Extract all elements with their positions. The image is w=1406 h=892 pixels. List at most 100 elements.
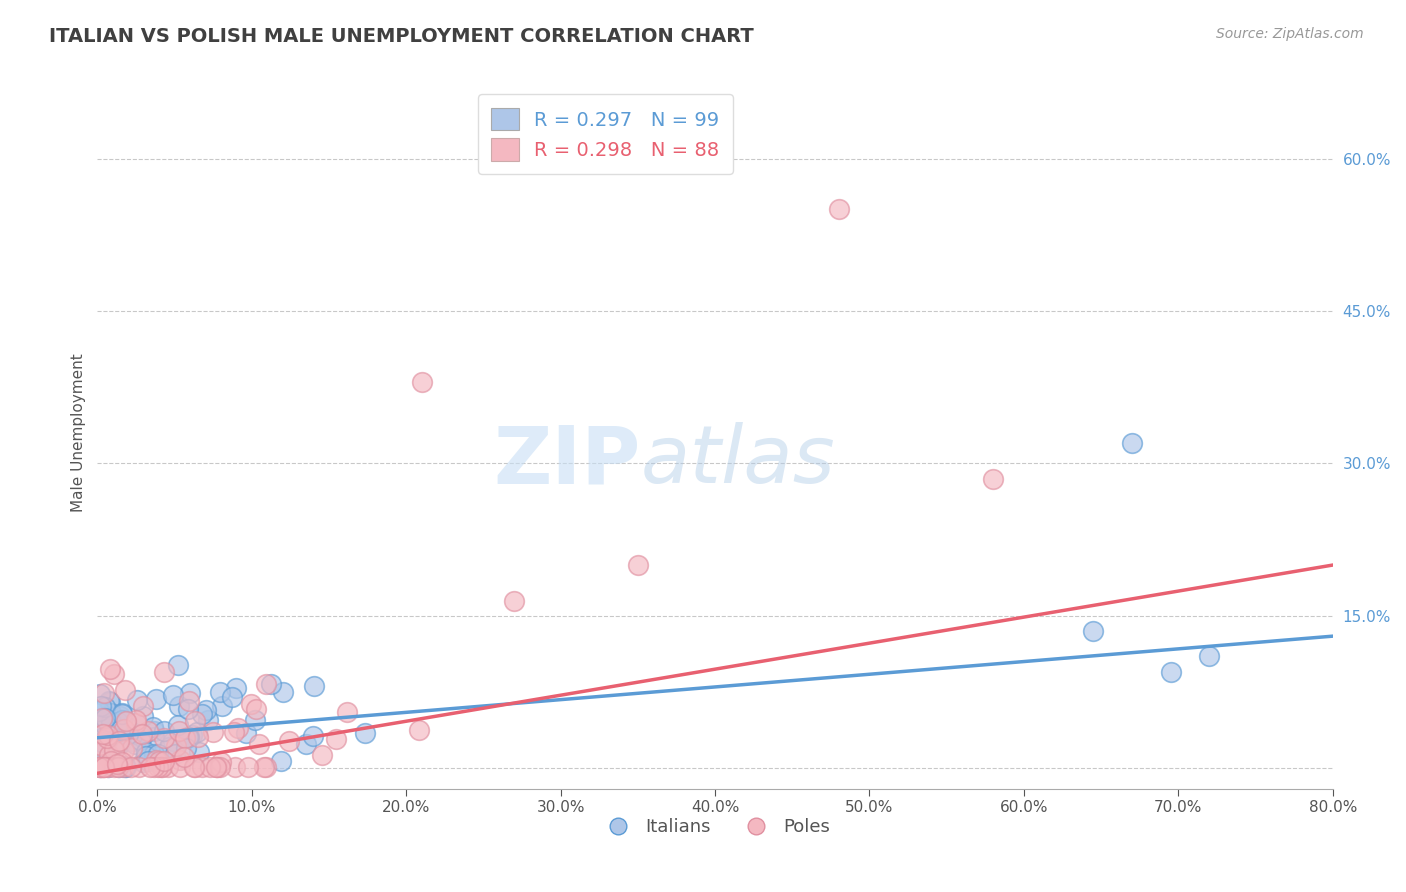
Point (96, 714, 118, 728)
Point (91, 711, 114, 725)
Point (146, 747, 169, 761)
Point (150, 760, 173, 774)
Point (101, 721, 124, 735)
Point (302, 729, 325, 743)
Point (254, 677, 277, 691)
Point (270, 755, 292, 769)
Point (93, 760, 115, 774)
Point (245, 702, 267, 716)
Point (173, 731, 195, 745)
Point (111, 706, 134, 720)
Point (131, 731, 153, 745)
Point (181, 728, 204, 742)
Point (162, 733, 184, 747)
Point (247, 737, 270, 751)
Point (169, 760, 191, 774)
Point (132, 699, 155, 714)
Point (143, 748, 166, 763)
Point (167, 718, 190, 732)
Point (354, 725, 377, 739)
Point (89, 760, 111, 774)
Point (94, 718, 117, 732)
Y-axis label: Male Unemployment: Male Unemployment (72, 353, 86, 512)
Point (111, 713, 134, 727)
Point (100, 718, 122, 732)
Point (205, 760, 228, 774)
Point (136, 754, 159, 768)
Point (94, 711, 117, 725)
Point (146, 760, 169, 774)
Point (97, 743, 120, 757)
Point (1121, 436, 1143, 450)
Point (143, 760, 166, 774)
Point (195, 703, 218, 717)
Point (107, 714, 129, 729)
Point (627, 558, 650, 572)
Point (93, 760, 115, 774)
Point (103, 760, 125, 774)
Point (162, 688, 184, 702)
Point (98, 695, 121, 709)
Point (153, 754, 176, 768)
Point (302, 679, 325, 693)
Point (208, 760, 231, 774)
Point (89, 738, 111, 752)
Point (202, 725, 225, 739)
Point (1083, 624, 1105, 638)
Point (1198, 649, 1220, 664)
Point (114, 760, 136, 774)
Point (91, 742, 114, 756)
Point (122, 727, 145, 741)
Point (112, 743, 135, 757)
Point (96, 731, 118, 746)
Point (90, 750, 112, 764)
Point (142, 747, 165, 762)
Point (98, 725, 121, 739)
Point (167, 723, 190, 738)
Point (107, 760, 129, 774)
Point (139, 760, 162, 774)
Point (97, 760, 120, 774)
Point (190, 706, 212, 721)
Point (191, 760, 214, 774)
Point (174, 740, 197, 755)
Point (207, 760, 229, 774)
Point (132, 709, 155, 723)
Point (184, 760, 207, 774)
Point (98, 662, 121, 676)
Point (411, 375, 433, 389)
Point (226, 721, 249, 735)
Point (120, 760, 142, 774)
Point (110, 723, 132, 737)
Point (336, 705, 359, 719)
Point (167, 699, 190, 714)
Point (124, 737, 146, 751)
Point (121, 740, 143, 755)
Point (163, 747, 186, 761)
Point (103, 743, 125, 757)
Point (111, 706, 134, 721)
Point (167, 657, 190, 672)
Point (143, 731, 166, 745)
Point (89, 687, 111, 701)
Text: atlas: atlas (641, 423, 835, 500)
Point (252, 760, 274, 774)
Point (157, 740, 180, 755)
Point (97, 760, 120, 774)
Point (205, 760, 228, 774)
Point (91, 760, 114, 774)
Point (100, 715, 122, 730)
Point (93, 686, 115, 700)
Point (128, 760, 150, 774)
Point (211, 699, 233, 714)
Point (97, 728, 120, 742)
Point (112, 722, 135, 736)
Point (108, 736, 131, 750)
Legend: Italians, Poles: Italians, Poles (593, 811, 837, 844)
Point (108, 726, 131, 740)
Point (93, 741, 115, 756)
Point (209, 685, 232, 699)
Point (827, 202, 849, 217)
Point (503, 593, 526, 607)
Point (97, 694, 120, 708)
